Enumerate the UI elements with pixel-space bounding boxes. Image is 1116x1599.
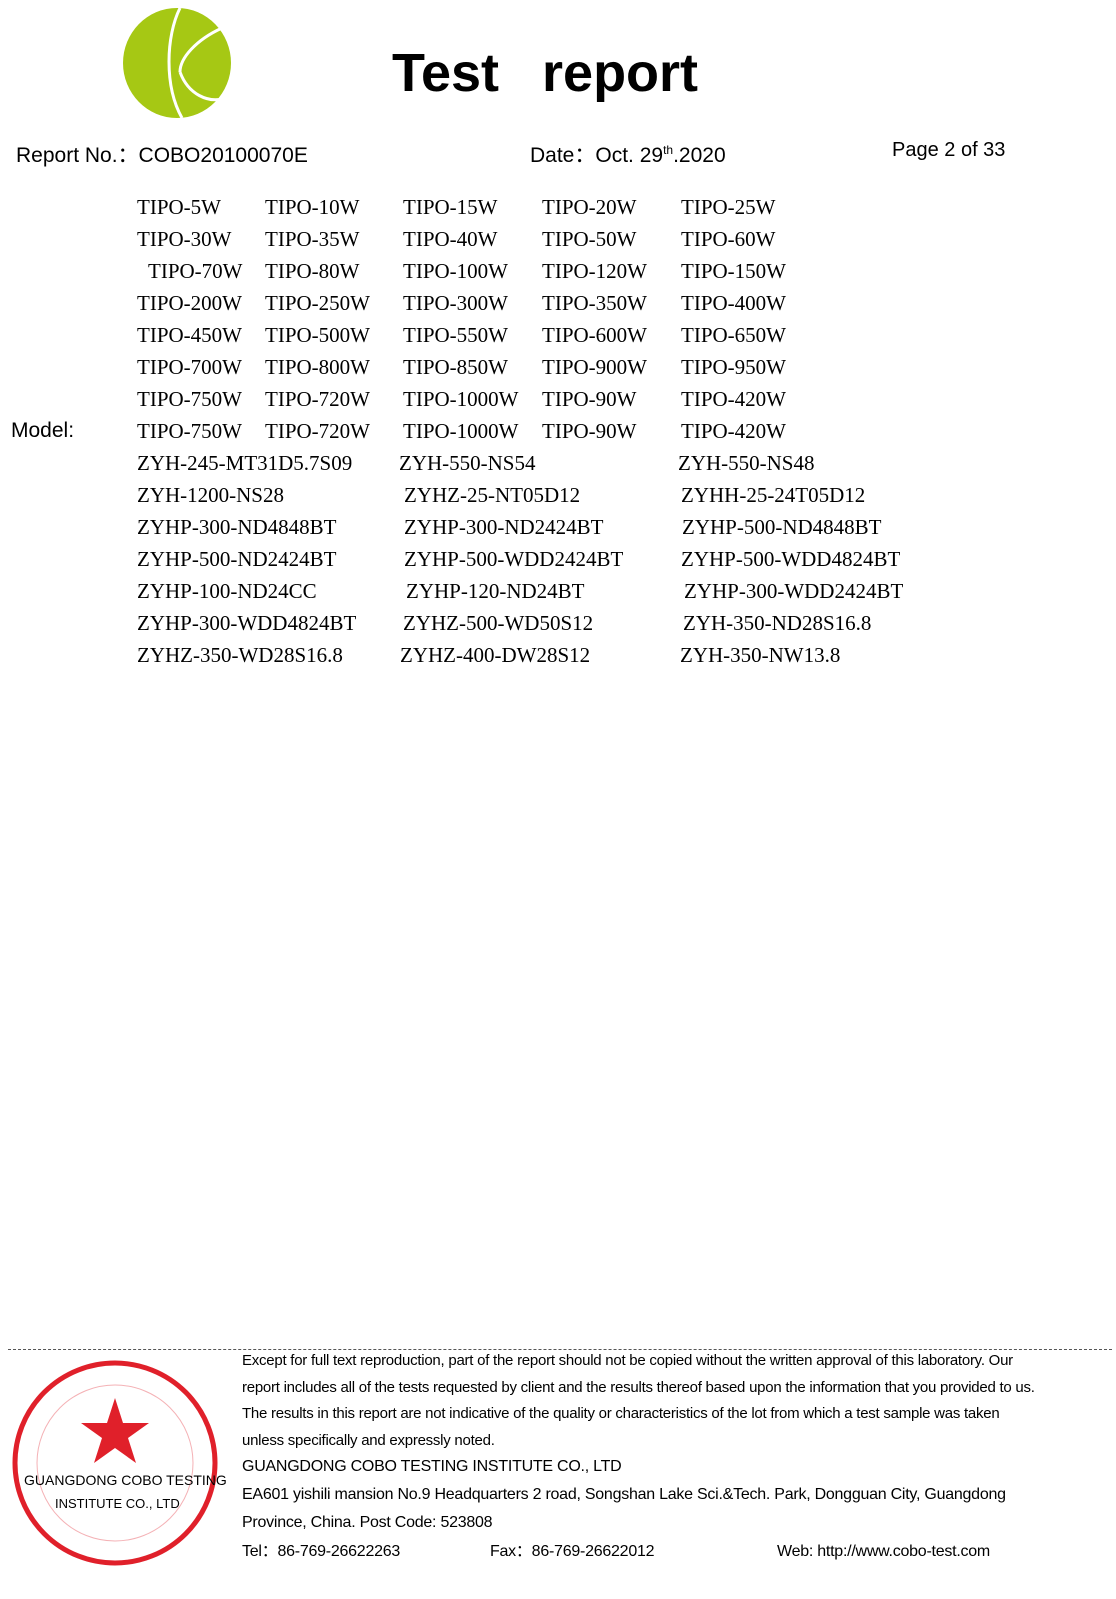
model-item: TIPO-400W	[681, 291, 786, 315]
model-item: ZYHP-300-ND2424BT	[404, 515, 604, 539]
address-line-1: EA601 yishili mansion No.9 Headquarters …	[242, 1486, 1006, 1503]
report-date: Date：Oct. 29th.2020	[530, 139, 726, 169]
model-item: TIPO-25W	[681, 195, 776, 219]
model-item: TIPO-420W	[681, 387, 786, 411]
model-item: TIPO-60W	[681, 227, 776, 251]
model-item: TIPO-500W	[265, 323, 370, 347]
date-text: Date：Oct. 29	[530, 144, 664, 167]
model-item: ZYHH-25-24T05D12	[681, 483, 866, 507]
cobo-logo-icon	[123, 7, 231, 119]
disclaimer-line: report includes all of the tests request…	[242, 1379, 1035, 1396]
model-item: TIPO-90W	[542, 419, 637, 443]
model-item: TIPO-700W	[137, 355, 242, 379]
model-item: ZYH-350-ND28S16.8	[683, 611, 872, 635]
model-item: ZYHZ-400-DW28S12	[400, 643, 591, 667]
stamp-overlay-line-1: GUANGDONG COBO TESTING	[24, 1472, 227, 1488]
model-item: TIPO-850W	[403, 355, 508, 379]
model-item: TIPO-70W	[148, 259, 243, 283]
website-link[interactable]: Web: http://www.cobo-test.com	[777, 1543, 990, 1560]
model-item: TIPO-35W	[265, 227, 360, 251]
model-item: TIPO-600W	[542, 323, 647, 347]
model-item: ZYHP-500-ND2424BT	[137, 547, 337, 571]
date-year: .2020	[673, 144, 726, 167]
model-item: ZYHP-100-ND24CC	[137, 579, 317, 603]
model-item: TIPO-80W	[265, 259, 360, 283]
model-item: TIPO-5W	[137, 195, 221, 219]
fax: Fax：86-769-26622012	[490, 1543, 655, 1560]
model-item: TIPO-120W	[542, 259, 647, 283]
report-number: Report No.：COBO20100070E	[16, 144, 308, 167]
model-item: TIPO-450W	[137, 323, 242, 347]
model-item: TIPO-550W	[403, 323, 508, 347]
model-item: TIPO-1000W	[403, 387, 519, 411]
model-item: TIPO-20W	[542, 195, 637, 219]
model-item: TIPO-15W	[403, 195, 498, 219]
model-item: TIPO-250W	[265, 291, 370, 315]
model-item: TIPO-650W	[681, 323, 786, 347]
model-item: TIPO-150W	[681, 259, 786, 283]
model-item: TIPO-350W	[542, 291, 647, 315]
model-item: TIPO-750W	[137, 387, 242, 411]
model-item: TIPO-50W	[542, 227, 637, 251]
model-item: ZYHP-300-ND4848BT	[137, 515, 337, 539]
model-label: Model:	[11, 419, 75, 442]
model-item: TIPO-30W	[137, 227, 232, 251]
model-item: TIPO-900W	[542, 355, 647, 379]
model-item: TIPO-90W	[542, 387, 637, 411]
model-item: ZYHP-120-ND24BT	[406, 579, 585, 603]
model-item: TIPO-10W	[265, 195, 360, 219]
date-superscript: th	[663, 143, 674, 157]
model-item: TIPO-100W	[403, 259, 508, 283]
model-item: ZYH-550-NS48	[678, 451, 815, 475]
model-item: ZYHP-300-WDD4824BT	[137, 611, 357, 635]
company-seal-stamp	[12, 1360, 218, 1566]
model-item: TIPO-720W	[265, 419, 370, 443]
model-item: ZYH-1200-NS28	[137, 483, 284, 507]
disclaimer-line: The results in this report are not indic…	[242, 1405, 1000, 1422]
model-item: ZYHP-500-WDD2424BT	[404, 547, 624, 571]
model-item: ZYHZ-25-NT05D12	[404, 483, 581, 507]
model-item: ZYH-550-NS54	[399, 451, 536, 475]
model-item: TIPO-1000W	[403, 419, 519, 443]
model-item: ZYH-350-NW13.8	[680, 643, 841, 667]
model-item: ZYHZ-500-WD50S12	[403, 611, 594, 635]
address-line-2: Province, China. Post Code: 523808	[242, 1514, 493, 1531]
stamp-overlay-line-2: INSTITUTE CO., LTD	[55, 1496, 180, 1511]
model-item: TIPO-200W	[137, 291, 242, 315]
model-item: TIPO-800W	[265, 355, 370, 379]
model-item: ZYH-245-MT31D5.7S09	[137, 451, 353, 475]
model-item: TIPO-420W	[681, 419, 786, 443]
page-number: Page 2 of 33	[892, 139, 1006, 161]
page-title: Test report	[392, 43, 699, 103]
model-item: TIPO-950W	[681, 355, 786, 379]
model-item: TIPO-300W	[403, 291, 508, 315]
model-item: ZYHP-500-WDD4824BT	[681, 547, 901, 571]
model-item: TIPO-750W	[137, 419, 242, 443]
disclaimer-line: Except for full text reproduction, part …	[242, 1352, 1013, 1369]
disclaimer-line: unless specifically and expressly noted.	[242, 1432, 495, 1449]
model-item: ZYHP-500-ND4848BT	[682, 515, 882, 539]
telephone: Tel：86-769-26622263	[242, 1543, 401, 1560]
company-name: GUANGDONG COBO TESTING INSTITUTE CO., LT…	[242, 1458, 622, 1475]
model-item: TIPO-40W	[403, 227, 498, 251]
model-item: ZYHP-300-WDD2424BT	[684, 579, 904, 603]
model-item: ZYHZ-350-WD28S16.8	[137, 643, 343, 667]
model-item: TIPO-720W	[265, 387, 370, 411]
footer-divider	[8, 1349, 1112, 1350]
